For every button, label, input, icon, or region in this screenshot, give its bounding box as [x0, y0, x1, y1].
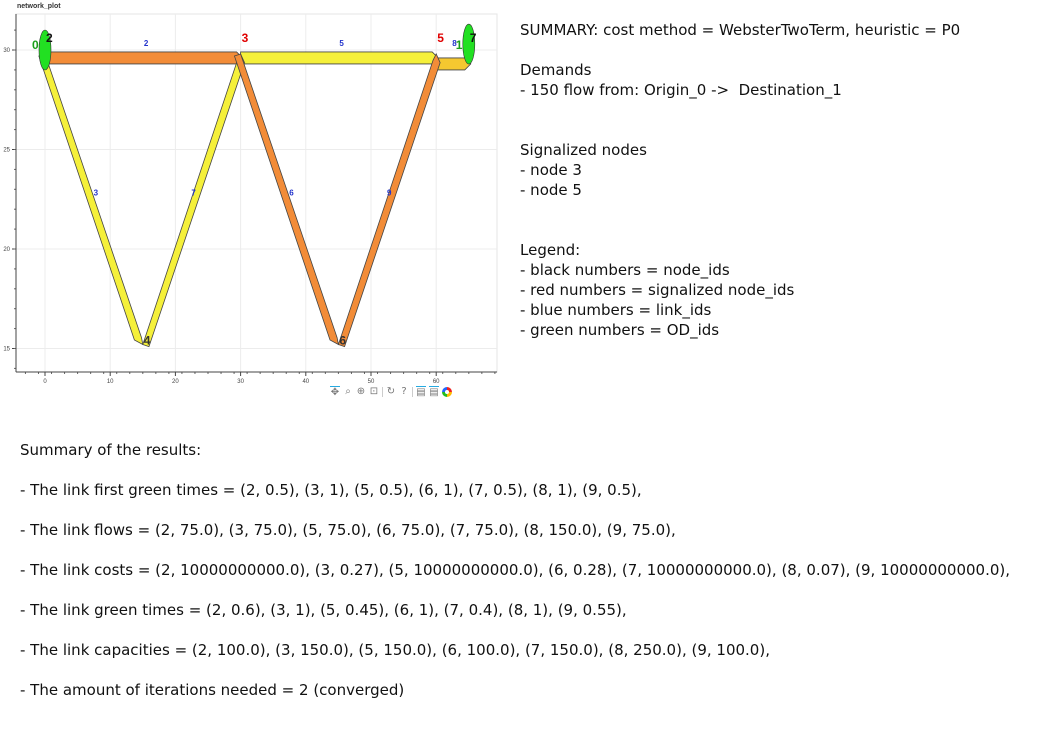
node-label: 2 [46, 31, 53, 45]
y-tick-label: 20 [3, 247, 10, 253]
link-6 [233, 53, 339, 346]
x-tick-label: 50 [368, 379, 375, 385]
summary-line: SUMMARY: cost method = WebsterTwoTerm, h… [520, 21, 961, 39]
summary-line: - blue numbers = link_ids [520, 301, 712, 319]
results-line: - The amount of iterations needed = 2 (c… [20, 681, 405, 699]
help-tool-icon[interactable]: ? [401, 386, 407, 397]
hover-tool-icon[interactable]: ▤ [416, 385, 426, 398]
summary-line: Legend: [520, 241, 581, 259]
node-label: 1 [456, 38, 463, 52]
node-label: 7 [470, 31, 477, 45]
link-5 [240, 51, 439, 65]
link-id-label: 2 [144, 39, 149, 48]
summary-line: - node 3 [520, 161, 582, 179]
summary-line: - green numbers = OD_ids [520, 321, 720, 339]
summary-panel: SUMMARY: cost method = WebsterTwoTerm, h… [520, 20, 960, 340]
x-tick-label: 0 [43, 379, 47, 385]
destination-marker [462, 23, 476, 65]
link-2 [44, 51, 244, 65]
results-summary: Summary of the results: - The link first … [20, 440, 1010, 720]
results-line: - The link first green times = (2, 0.5),… [20, 481, 642, 499]
results-heading: Summary of the results: [20, 441, 202, 459]
box-zoom-tool-icon[interactable]: ⌕ [345, 386, 351, 397]
x-tick-label: 60 [433, 379, 440, 385]
x-tick-label: 40 [302, 379, 309, 385]
reset-tool-icon[interactable]: ↻ [386, 386, 396, 397]
hover-tool-2-icon[interactable]: ▤ [429, 385, 439, 398]
node-label: 6 [339, 334, 346, 348]
summary-line: - black numbers = node_ids [520, 261, 730, 279]
summary-line: - node 5 [520, 181, 582, 199]
plot-grid [15, 13, 498, 373]
y-tick-label: 25 [3, 148, 10, 154]
link-9 [337, 53, 441, 348]
bokeh-logo-icon[interactable] [442, 387, 452, 397]
link-labels: 2 5 8 3 7 6 9 [94, 39, 458, 197]
x-tick-label: 10 [107, 379, 114, 385]
link-id-label: 7 [191, 188, 196, 197]
plot-toolbar: ✥ ⌕ ⊕ ⊡ ↻? ▤ ▤ [330, 384, 452, 400]
link-id-label: 5 [339, 39, 344, 48]
summary-line [520, 100, 960, 120]
toolbar-separator [412, 387, 413, 397]
plot-title: network_plot [17, 3, 61, 10]
summary-line [520, 200, 960, 220]
node-label: 0 [32, 38, 39, 52]
link-id-label: 9 [387, 188, 392, 197]
x-tick-label: 20 [172, 379, 179, 385]
results-line: - The link costs = (2, 10000000000.0), (… [20, 561, 1011, 579]
summary-line [520, 40, 960, 60]
node-label: 4 [144, 334, 151, 348]
link-id-label: 3 [94, 188, 99, 197]
summary-line: Demands [520, 61, 592, 79]
pan-tool-icon[interactable]: ✥ [330, 385, 340, 398]
results-line: - The link capacities = (2, 100.0), (3, … [20, 641, 770, 659]
summary-line: Signalized nodes [520, 141, 647, 159]
link-id-label: 8 [452, 39, 457, 48]
origin-marker [38, 29, 52, 71]
link-id-label: 6 [289, 188, 294, 197]
results-line: - The link flows = (2, 75.0), (3, 75.0),… [20, 521, 676, 539]
y-tick-label: 15 [3, 347, 10, 353]
link-7 [142, 53, 245, 348]
x-tick-label: 30 [237, 379, 244, 385]
summary-line: - 150 flow from: Origin_0 -> Destination… [520, 81, 842, 99]
node-label: 3 [242, 31, 249, 45]
results-line: - The link green times = (2, 0.6), (3, 1… [20, 601, 627, 619]
toolbar-separator [382, 387, 383, 397]
y-tick-label: 30 [3, 48, 10, 54]
network-links [38, 51, 472, 348]
summary-line [520, 120, 960, 140]
od-markers [38, 23, 476, 71]
wheel-zoom-tool-icon[interactable]: ⊕ [356, 386, 366, 397]
summary-line [520, 220, 960, 240]
network-nodes: 0 2 3 54 671 [32, 31, 477, 347]
save-tool-icon[interactable]: ⊡ [369, 386, 379, 397]
summary-line: - red numbers = signalized node_ids [520, 281, 795, 299]
node-label: 5 [437, 31, 444, 45]
plot-frame [15, 13, 498, 373]
